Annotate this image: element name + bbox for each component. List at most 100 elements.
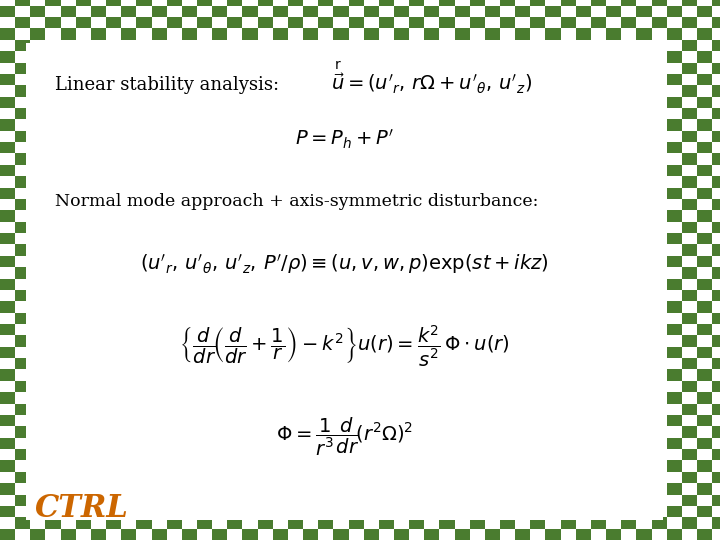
Bar xyxy=(697,301,712,313)
Bar xyxy=(454,17,469,29)
Bar xyxy=(182,529,197,540)
Bar xyxy=(636,6,652,17)
Bar xyxy=(682,176,697,187)
Bar xyxy=(682,245,697,256)
Bar xyxy=(667,211,682,222)
Bar xyxy=(212,17,228,29)
Bar xyxy=(682,335,697,347)
Bar xyxy=(15,517,30,529)
Bar xyxy=(697,17,712,29)
Bar xyxy=(15,415,30,426)
Bar xyxy=(500,6,516,17)
Bar xyxy=(0,415,15,426)
Bar xyxy=(606,517,621,529)
Bar xyxy=(0,438,15,449)
Bar xyxy=(394,29,409,40)
Bar xyxy=(45,17,60,29)
Bar xyxy=(469,529,485,540)
Bar xyxy=(712,472,720,483)
Bar xyxy=(0,449,15,461)
Bar xyxy=(15,347,30,358)
Bar xyxy=(682,313,697,324)
Bar xyxy=(91,29,106,40)
Bar xyxy=(364,517,379,529)
Bar xyxy=(682,187,697,199)
Bar xyxy=(561,29,576,40)
Bar xyxy=(682,131,697,142)
Bar xyxy=(667,97,682,108)
Bar xyxy=(15,461,30,472)
Bar xyxy=(364,17,379,29)
Bar xyxy=(591,17,606,29)
Bar xyxy=(712,324,720,335)
Bar xyxy=(76,29,91,40)
Bar xyxy=(76,529,91,540)
Bar xyxy=(364,29,379,40)
Bar xyxy=(667,495,682,506)
Bar xyxy=(409,6,424,17)
Bar xyxy=(15,256,30,267)
Bar xyxy=(258,29,273,40)
Bar xyxy=(333,0,348,6)
Bar xyxy=(682,63,697,74)
Bar xyxy=(682,290,697,301)
Bar xyxy=(485,0,500,6)
Bar xyxy=(136,517,151,529)
Bar xyxy=(0,108,15,119)
Bar xyxy=(136,6,151,17)
Bar xyxy=(682,392,697,403)
Bar xyxy=(697,153,712,165)
Bar xyxy=(166,0,182,6)
Bar xyxy=(621,29,636,40)
Bar xyxy=(15,313,30,324)
Bar xyxy=(576,6,591,17)
Bar xyxy=(243,0,258,6)
Bar xyxy=(273,0,288,6)
Bar xyxy=(439,0,454,6)
Bar xyxy=(697,108,712,119)
Bar xyxy=(15,74,30,85)
Bar xyxy=(667,483,682,495)
Bar xyxy=(667,119,682,131)
Bar xyxy=(682,222,697,233)
Bar xyxy=(212,529,228,540)
Bar xyxy=(15,51,30,63)
Bar xyxy=(106,17,121,29)
Bar xyxy=(91,529,106,540)
Bar xyxy=(348,529,364,540)
Bar xyxy=(409,17,424,29)
Bar xyxy=(667,267,682,279)
Bar xyxy=(697,29,712,40)
Bar xyxy=(636,529,652,540)
Bar xyxy=(15,6,30,17)
Bar xyxy=(697,187,712,199)
Bar xyxy=(0,335,15,347)
Bar xyxy=(682,461,697,472)
Bar xyxy=(424,6,439,17)
Bar xyxy=(667,426,682,438)
Bar xyxy=(667,301,682,313)
Bar xyxy=(348,17,364,29)
Bar xyxy=(652,6,667,17)
Bar xyxy=(469,517,485,529)
Bar xyxy=(531,517,546,529)
Bar xyxy=(682,97,697,108)
Bar xyxy=(469,17,485,29)
Bar xyxy=(212,0,228,6)
Bar xyxy=(364,0,379,6)
Bar xyxy=(667,17,682,29)
Bar xyxy=(409,0,424,6)
Bar xyxy=(182,0,197,6)
Bar xyxy=(0,85,15,97)
Bar xyxy=(697,233,712,245)
Bar xyxy=(0,17,15,29)
Bar xyxy=(228,29,243,40)
Bar xyxy=(682,0,697,6)
Bar xyxy=(0,358,15,369)
Bar xyxy=(15,301,30,313)
Bar xyxy=(15,381,30,392)
Bar xyxy=(697,381,712,392)
Bar xyxy=(531,17,546,29)
Bar xyxy=(30,29,45,40)
Bar xyxy=(682,119,697,131)
